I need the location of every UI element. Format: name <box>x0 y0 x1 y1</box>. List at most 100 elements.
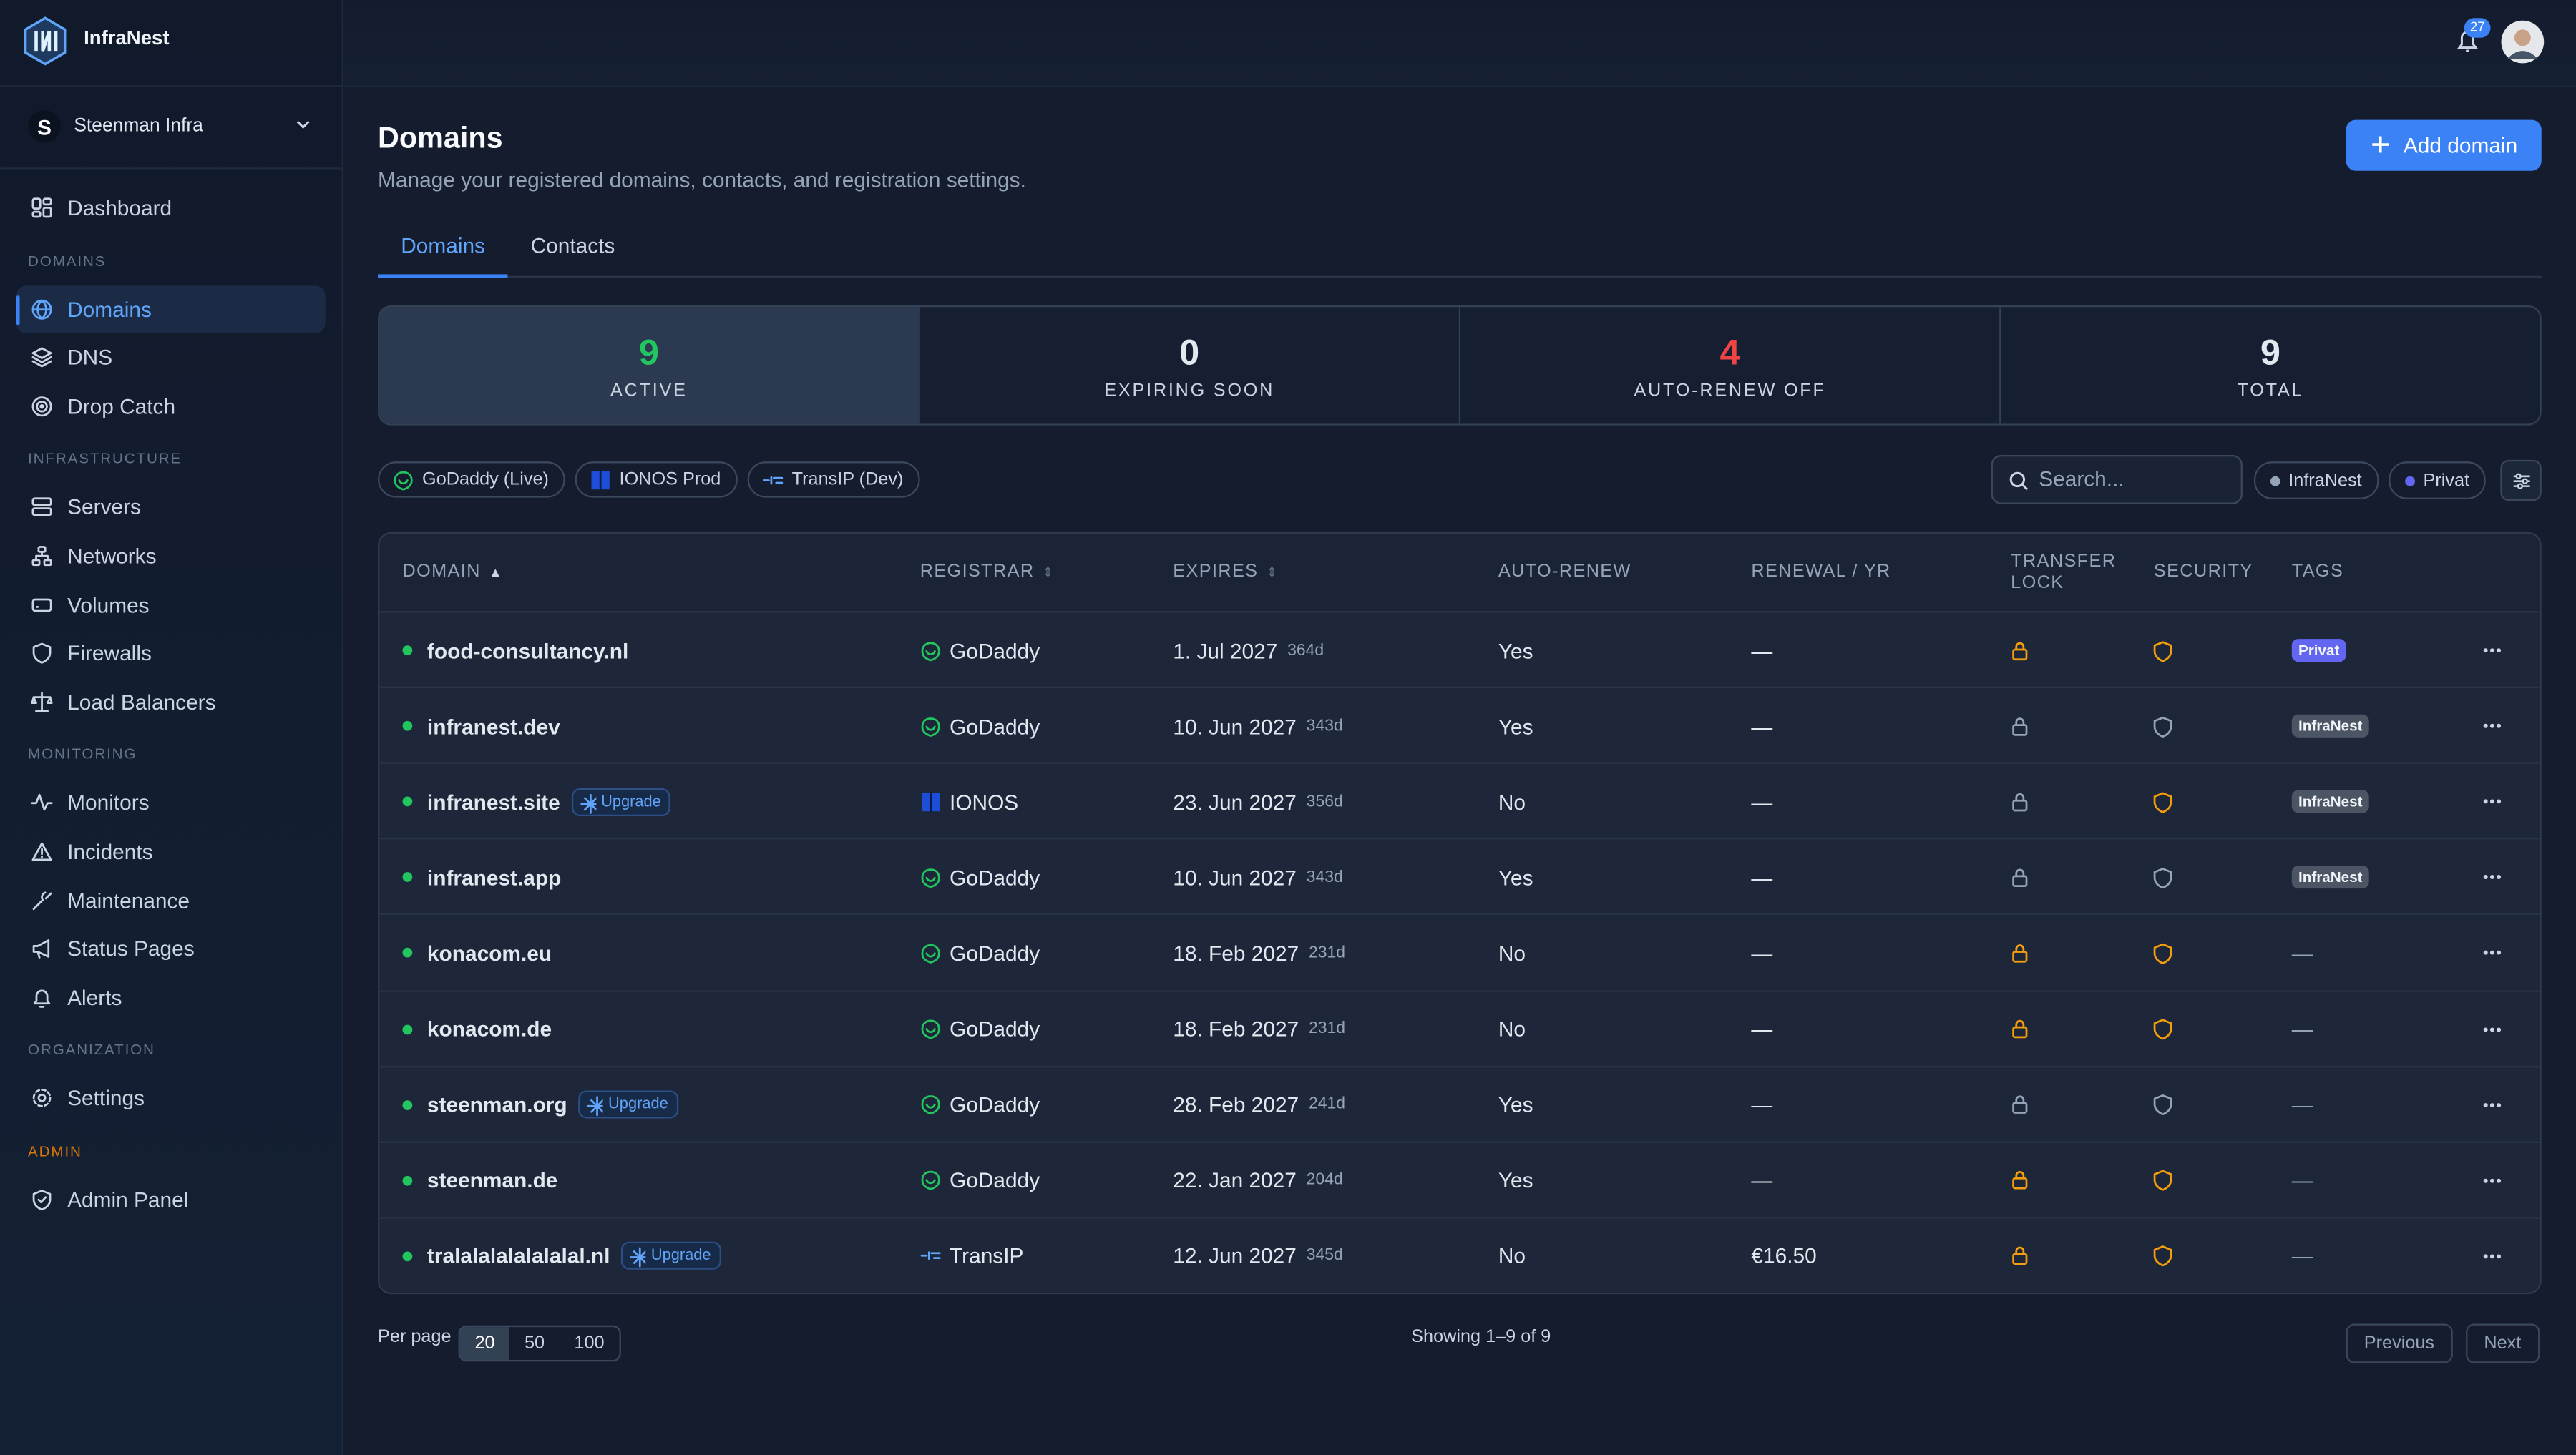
nav-item[interactable]: Load Balancers <box>16 678 326 727</box>
tab[interactable]: Domains <box>378 230 509 278</box>
tab[interactable]: Contacts <box>530 233 615 258</box>
table-row[interactable]: infranest.app GoDaddy 10. Jun 2027 343d Yes —… <box>379 838 2540 916</box>
icon <box>31 794 53 812</box>
provider-chip[interactable]: TransIP (Dev) <box>747 461 920 498</box>
per-page-option[interactable]: 100 <box>574 1333 605 1353</box>
nav-item[interactable]: Settings <box>16 1074 326 1123</box>
search-box[interactable]: Search... <box>1991 454 2243 504</box>
nav-item[interactable]: Dashboard <box>16 184 326 232</box>
row-menu[interactable] <box>2482 688 2502 764</box>
dots <box>2483 1178 2502 1183</box>
header-label: TAGS <box>2291 562 2344 582</box>
table-row[interactable]: infranest.dev GoDaddy 10. Jun 2027 343d Yes —… <box>379 686 2540 764</box>
table-row[interactable]: konacom.eu GoDaddy 18. Feb 2027 231d No — — <box>379 913 2540 991</box>
row-menu[interactable] <box>2482 1218 2502 1293</box>
dots <box>2483 724 2502 728</box>
nav-item[interactable]: Status Pages <box>16 925 326 974</box>
registrar-cell: IONOS <box>920 764 1018 840</box>
org-name[interactable]: Steenman Infra <box>74 117 203 137</box>
provider-chip[interactable]: IONOS Prod <box>575 461 738 498</box>
row-menu[interactable] <box>2482 1142 2502 1218</box>
domain-name[interactable]: konacom.de <box>426 1016 552 1042</box>
tag-filter[interactable]: InfraNest <box>2253 461 2379 499</box>
row-menu[interactable] <box>2482 612 2502 688</box>
nav-item[interactable]: Drop Catch <box>16 382 326 431</box>
icon <box>31 347 52 368</box>
nav-item[interactable]: DNS <box>16 333 326 382</box>
per-page-option[interactable]: 50 <box>524 1333 545 1353</box>
expires-cell: 28. Feb 2027 241d <box>1173 1067 1345 1142</box>
column-header[interactable]: DOMAIN ▲ <box>402 534 502 611</box>
table-row[interactable]: steenman.de GoDaddy 22. Jan 2027 204d Yes — — <box>379 1140 2540 1218</box>
icon <box>763 476 784 485</box>
brand-name: InfraNest <box>84 26 170 49</box>
nav-section-title: DOMAINS <box>28 252 107 269</box>
previous-button[interactable]: Previous <box>2346 1323 2453 1363</box>
nav-item[interactable]: Incidents <box>16 828 326 876</box>
table-row[interactable]: tralalalalalalalal.nl Upgrade TransIP 12. J… <box>379 1216 2540 1293</box>
domain-name[interactable]: infranest.dev <box>426 713 560 739</box>
domain-name[interactable]: steenman.org <box>426 1092 567 1117</box>
registrar-cell: GoDaddy <box>920 612 1040 688</box>
column-header: TAGS <box>2292 534 2343 611</box>
security-cell <box>2152 1067 2174 1142</box>
nav-item[interactable]: Servers <box>16 484 326 532</box>
icon <box>32 1189 52 1210</box>
nav-item[interactable]: Networks <box>16 532 326 581</box>
table-row[interactable]: konacom.de GoDaddy 18. Feb 2027 231d No — — <box>379 989 2540 1067</box>
stat-card[interactable]: 0 EXPIRING SOON <box>918 307 1459 424</box>
row-menu[interactable] <box>2482 840 2502 916</box>
stat-card[interactable]: 9 TOTAL <box>1999 307 2540 424</box>
domain-name[interactable]: food-consultancy.nl <box>426 637 629 663</box>
row-menu[interactable] <box>2482 916 2502 991</box>
renewal-cell: — <box>1751 865 1773 890</box>
stat-card[interactable]: 9 ACTIVE <box>379 307 919 424</box>
upgrade-badge[interactable]: Upgrade <box>621 1242 721 1270</box>
row-menu[interactable] <box>2482 991 2502 1067</box>
domain-name[interactable]: konacom.eu <box>426 941 552 966</box>
stats: 9 ACTIVE 0 EXPIRING SOON 4 AUTO-RENEW OFF 9 TOT… <box>378 305 2542 426</box>
domain-cell: konacom.eu <box>402 916 552 991</box>
sort-indicator: ⇕ <box>1266 564 1279 580</box>
icon <box>2153 1245 2172 1267</box>
nav-section-title: ORGANIZATION <box>28 1042 155 1059</box>
table-row[interactable]: steenman.org Upgrade GoDaddy 28. Feb 2027 24… <box>379 1065 2540 1143</box>
auto-renew-cell: Yes <box>1498 637 1533 663</box>
renewal-cell: — <box>1751 713 1773 739</box>
column-header[interactable]: REGISTRAR ⇕ <box>920 534 1055 611</box>
nav-item[interactable]: Admin Panel <box>16 1176 326 1225</box>
notification-badge: 27 <box>2464 18 2491 38</box>
days-left: 364d <box>1287 641 1324 660</box>
registrar-cell: TransIP <box>920 1218 1023 1293</box>
per-page-option[interactable]: 20 <box>459 1327 510 1361</box>
tag-filter[interactable]: Privat <box>2389 461 2486 499</box>
stat-card[interactable]: 4 AUTO-RENEW OFF <box>1458 307 2000 424</box>
next-button[interactable]: Next <box>2466 1323 2540 1363</box>
expires-date: 1. Jul 2027 <box>1173 637 1278 663</box>
row-menu[interactable] <box>2482 1067 2502 1142</box>
nav-item[interactable]: Monitors <box>16 779 326 828</box>
nav-item[interactable]: Volumes <box>16 581 326 629</box>
nav-item[interactable]: Domains <box>16 285 326 334</box>
transfer-lock-cell <box>2009 1142 2031 1218</box>
domain-name[interactable]: tralalalalalalalal.nl <box>426 1243 610 1269</box>
table-row[interactable]: food-consultancy.nl GoDaddy 1. Jul 2027 364… <box>379 611 2540 688</box>
security-cell <box>2152 916 2174 991</box>
upgrade-badge[interactable]: Upgrade <box>571 788 671 816</box>
row-menu[interactable] <box>2482 764 2502 840</box>
domain-name[interactable]: infranest.app <box>426 865 562 890</box>
nav-item[interactable]: Alerts <box>16 974 326 1022</box>
nav-item[interactable]: Firewalls <box>16 629 326 678</box>
user-avatar[interactable] <box>2500 20 2545 64</box>
domain-name[interactable]: infranest.site <box>426 789 560 815</box>
provider-chip[interactable]: GoDaddy (Live) <box>378 461 565 498</box>
icon <box>31 597 52 612</box>
domain-name[interactable]: steenman.de <box>426 1167 558 1193</box>
column-header[interactable]: EXPIRES ⇕ <box>1173 534 1278 611</box>
icon <box>31 298 52 319</box>
add-domain-button[interactable]: Add domain <box>2346 119 2542 171</box>
upgrade-badge[interactable]: Upgrade <box>578 1090 678 1119</box>
nav-item[interactable]: Maintenance <box>16 876 326 925</box>
filter-button[interactable] <box>2500 459 2542 501</box>
table-row[interactable]: infranest.site Upgrade IONOS 23. Jun 2027 35… <box>379 762 2540 840</box>
